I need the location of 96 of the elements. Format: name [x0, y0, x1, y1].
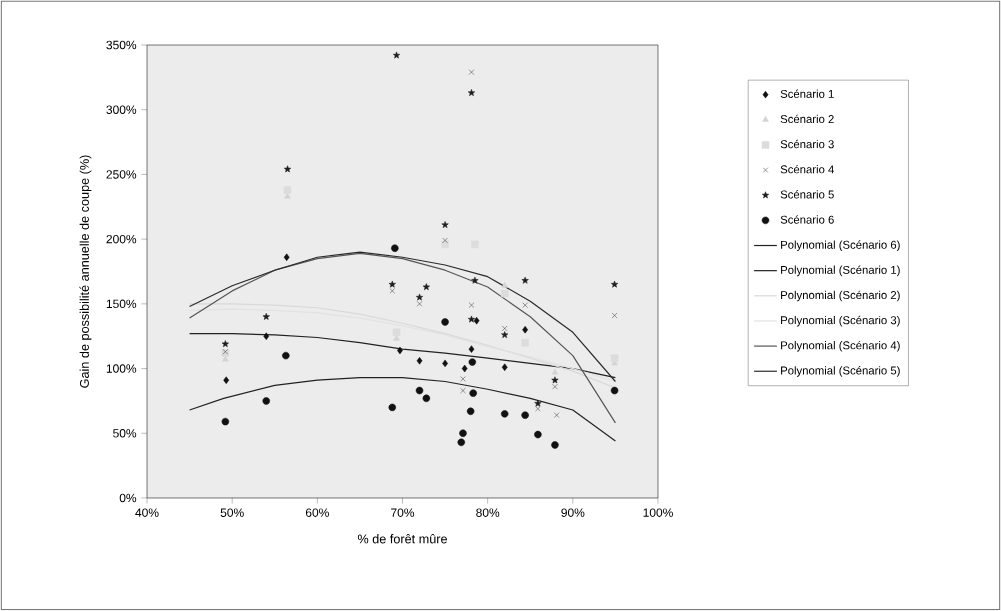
point [534, 399, 542, 407]
point [461, 364, 468, 373]
point [422, 394, 431, 403]
point [551, 368, 559, 375]
x-tick-label: 50% [220, 508, 244, 517]
legend-label: Scénario 6 [780, 215, 834, 224]
point [501, 331, 509, 338]
point [473, 316, 480, 325]
point [467, 89, 476, 96]
legend-label: Scénario 2 [780, 114, 834, 124]
point [459, 429, 467, 438]
point [500, 410, 509, 418]
point [221, 340, 229, 348]
point [284, 192, 291, 199]
point [460, 376, 466, 382]
y-tick-label: 350% [106, 40, 137, 50]
point [460, 387, 466, 394]
legend-label: Polynomial (Scénario 5) [781, 366, 900, 377]
point [500, 289, 509, 298]
legend-label: Polynomial (Scénario 3) [781, 315, 900, 327]
point [535, 405, 541, 412]
legend-label: Polynomial (Scénario 1) [781, 265, 900, 277]
point [223, 376, 230, 384]
point [422, 283, 430, 291]
legend-label: Scénario 1 [780, 89, 834, 98]
x-tick-label: 40% [135, 508, 159, 517]
line-series [188, 251, 617, 383]
point [442, 237, 448, 244]
x-tick-label: 90% [561, 508, 585, 517]
point [551, 441, 559, 449]
legend-label: Polynomial (Scénario 6) [781, 240, 900, 252]
x-tick-label: 80% [476, 508, 500, 517]
point [521, 411, 529, 419]
point [388, 403, 397, 412]
x-tick-label: 60% [305, 508, 329, 517]
point [283, 186, 292, 194]
point [283, 165, 292, 173]
point [467, 315, 476, 323]
point [610, 386, 619, 395]
point [466, 407, 475, 416]
point [552, 383, 558, 390]
point [468, 302, 475, 308]
point [534, 430, 542, 439]
y-tick-label: 50% [113, 429, 137, 438]
point [441, 221, 449, 228]
y-tick-label: 150% [106, 299, 137, 309]
legend-label: Polynomial (Scénario 2) [781, 290, 900, 302]
point [393, 335, 400, 341]
point [262, 313, 270, 320]
point [441, 318, 449, 326]
point [551, 376, 559, 384]
point [416, 301, 423, 307]
x-tick-label: 70% [391, 508, 415, 517]
point [471, 276, 479, 284]
point [388, 280, 396, 288]
point [468, 358, 477, 366]
point [611, 312, 618, 319]
line-series [188, 252, 617, 424]
point [389, 288, 396, 294]
point [457, 438, 465, 447]
point [283, 253, 290, 261]
point [221, 417, 230, 426]
point [611, 280, 619, 288]
point [522, 326, 529, 334]
point [468, 345, 475, 353]
point [553, 412, 560, 418]
point [501, 363, 508, 371]
point [501, 325, 508, 332]
point [392, 51, 401, 59]
legend-label: Scénario 4 [780, 164, 834, 174]
y-tick-label: 200% [106, 234, 137, 244]
legend-label: Polynomial (Scénario 4) [781, 340, 900, 352]
y-tick-label: 0% [119, 493, 137, 503]
y-tick-label: 250% [106, 170, 137, 179]
legend-label: Scénario 5 [780, 190, 834, 199]
y-tick-label: 300% [106, 105, 137, 114]
point [522, 302, 528, 308]
point [501, 281, 508, 288]
x-axis-title: % de forêt mûre [357, 534, 447, 544]
point [262, 397, 270, 405]
point [521, 276, 529, 284]
x-tick-label: 100% [643, 508, 673, 517]
point [415, 293, 424, 301]
point [416, 357, 423, 365]
point [415, 386, 424, 395]
point [263, 332, 270, 340]
y-tick-label: 100% [106, 364, 137, 373]
y-axis-title: Gain de possibilité annuelle de coupe (%) [79, 155, 92, 388]
point [468, 69, 475, 75]
point [282, 351, 290, 360]
point [610, 354, 619, 362]
legend-label: Scénario 3 [780, 139, 834, 149]
point [469, 389, 477, 397]
point [392, 328, 401, 337]
line-series [188, 377, 617, 442]
point [391, 244, 399, 252]
